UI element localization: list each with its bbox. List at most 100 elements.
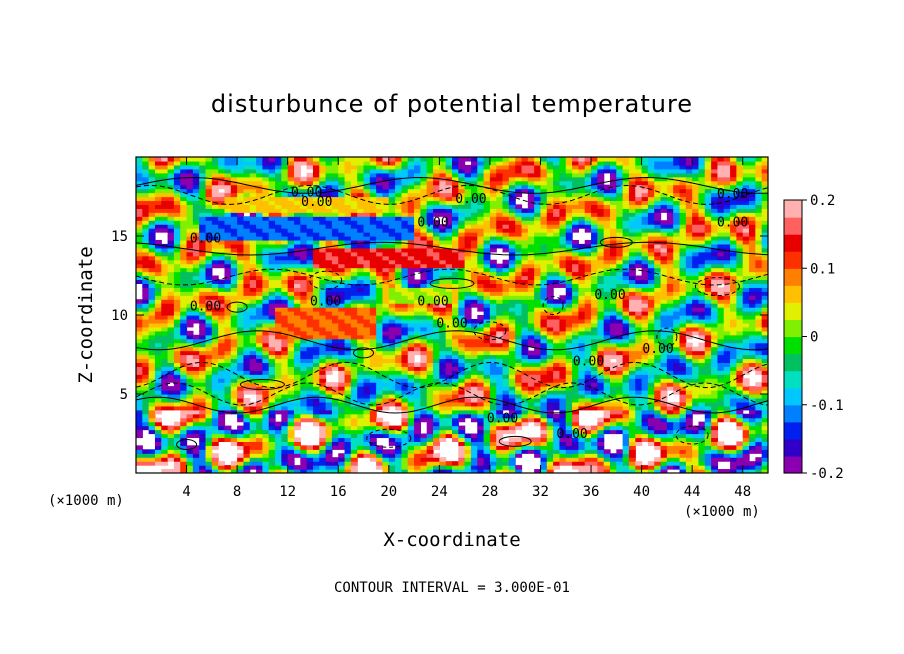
heatmap-cell: [464, 465, 472, 470]
heatmap-cell: [192, 405, 200, 411]
heatmap-cell: [357, 342, 365, 348]
heatmap-cell: [527, 358, 535, 363]
heatmap-cell: [230, 315, 238, 320]
heatmap-cell: [350, 236, 358, 241]
heatmap-cell: [167, 429, 175, 435]
heatmap-cell: [294, 413, 301, 419]
heatmap-cell: [401, 382, 409, 387]
heatmap-cell: [382, 350, 390, 356]
heatmap-cell: [464, 386, 472, 391]
heatmap-cell: [357, 212, 365, 217]
heatmap-cell: [546, 358, 554, 363]
heatmap-cell: [540, 247, 548, 253]
heatmap-cell: [464, 212, 472, 217]
heatmap-cell: [192, 188, 200, 194]
heatmap-cell: [218, 429, 226, 435]
heatmap-cell: [237, 453, 245, 458]
heatmap-cell: [357, 409, 365, 415]
heatmap-cell: [363, 239, 371, 245]
heatmap-cell: [426, 180, 434, 186]
heatmap-cell: [136, 303, 143, 308]
heatmap-cell: [161, 441, 169, 446]
heatmap-cell: [180, 397, 188, 403]
heatmap-cell: [445, 413, 453, 419]
heatmap-cell: [294, 318, 301, 324]
heatmap-cell: [230, 180, 238, 186]
heatmap-cell: [350, 255, 358, 261]
heatmap-cell: [230, 386, 238, 391]
heatmap-cell: [237, 303, 245, 308]
heatmap-cell: [154, 390, 162, 395]
heatmap-cell: [401, 390, 409, 395]
heatmap-cell: [433, 200, 440, 205]
heatmap-cell: [154, 457, 162, 462]
heatmap-cell: [294, 374, 301, 379]
heatmap-cell: [433, 283, 440, 288]
heatmap-cell: [237, 330, 245, 336]
heatmap-cell: [445, 216, 453, 221]
heatmap-cell: [420, 401, 428, 407]
heatmap-cell: [401, 188, 409, 194]
heatmap-cell: [426, 390, 434, 395]
heatmap-cell: [136, 397, 143, 403]
heatmap-cell: [414, 449, 421, 454]
heatmap-cell: [508, 271, 516, 277]
heatmap-cell: [534, 358, 542, 363]
heatmap-cell: [464, 243, 472, 249]
heatmap-cell: [508, 413, 516, 419]
heatmap-cell: [167, 386, 175, 391]
heatmap-cell: [515, 303, 523, 308]
heatmap-cell: [173, 441, 181, 446]
heatmap-cell: [249, 295, 257, 300]
heatmap-cell: [275, 192, 282, 198]
heatmap-cell: [458, 401, 466, 407]
heatmap-cell: [350, 445, 358, 450]
heatmap-cell: [395, 307, 403, 312]
heatmap-cell: [205, 299, 213, 304]
heatmap-cell: [237, 401, 245, 407]
heatmap-cell: [369, 204, 377, 209]
heatmap-cell: [325, 157, 333, 162]
heatmap-cell: [388, 386, 396, 391]
heatmap-cell: [136, 346, 143, 352]
heatmap-cell: [483, 386, 491, 391]
heatmap-cell: [515, 449, 523, 454]
heatmap-cell: [426, 318, 434, 324]
heatmap-cell: [173, 224, 181, 229]
heatmap-cell: [319, 157, 327, 162]
heatmap-cell: [173, 295, 181, 300]
heatmap-cell: [458, 224, 466, 229]
heatmap-cell: [388, 263, 396, 269]
heatmap-cell: [452, 259, 459, 265]
heatmap-cell: [464, 469, 472, 473]
heatmap-cell: [186, 334, 194, 340]
heatmap-cell: [306, 318, 314, 324]
heatmap-cell: [395, 334, 403, 340]
heatmap-cell: [154, 243, 162, 249]
heatmap-cell: [331, 346, 339, 352]
heatmap-cell: [357, 291, 365, 296]
heatmap-cell: [464, 318, 472, 324]
heatmap-cell: [350, 382, 358, 387]
heatmap-cell: [319, 449, 327, 454]
heatmap-cell: [515, 299, 523, 304]
heatmap-cell: [218, 437, 226, 442]
heatmap-cell: [401, 453, 409, 458]
heatmap-cell: [275, 212, 282, 217]
heatmap-cell: [414, 279, 421, 284]
heatmap-cell: [369, 212, 377, 217]
heatmap-cell: [287, 413, 295, 419]
heatmap-cell: [338, 409, 346, 415]
heatmap-cell: [230, 370, 238, 375]
heatmap-cell: [294, 326, 301, 332]
heatmap-cell: [205, 259, 213, 265]
heatmap-cell: [395, 247, 403, 253]
heatmap-cell: [344, 204, 352, 209]
heatmap-cell: [363, 425, 371, 431]
heatmap-cell: [496, 445, 504, 450]
heatmap-cell: [230, 267, 238, 273]
heatmap-cell: [218, 354, 226, 360]
heatmap-cell: [521, 212, 529, 217]
heatmap-cell: [357, 433, 365, 439]
heatmap-cell: [230, 390, 238, 395]
